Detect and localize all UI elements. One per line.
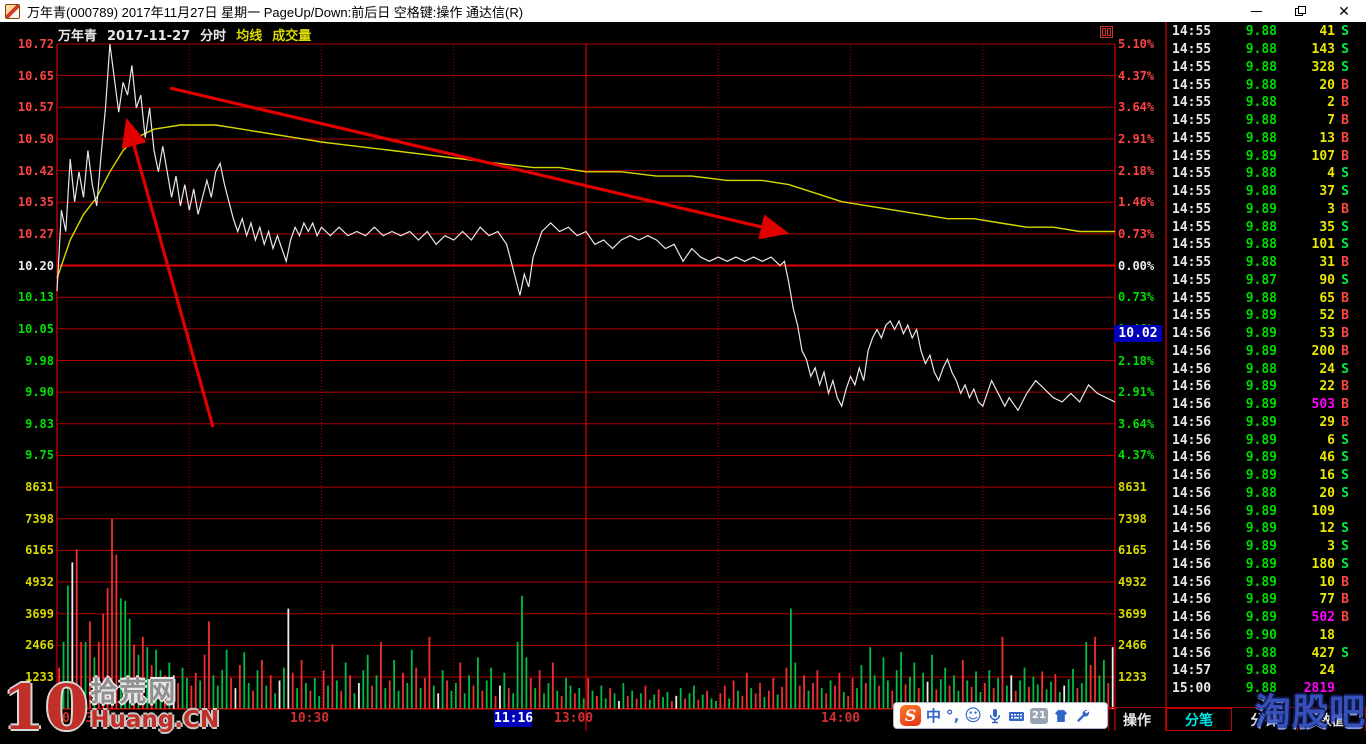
stock-name: 万年青 xyxy=(58,29,97,44)
skin-icon[interactable] xyxy=(1053,708,1069,724)
tab-minute[interactable]: 分钟 xyxy=(1232,708,1298,731)
microphone-icon[interactable] xyxy=(987,708,1003,724)
tab-value[interactable]: 数值 xyxy=(1298,708,1366,731)
keyboard-icon[interactable] xyxy=(1008,708,1025,724)
chinese-mode-icon[interactable]: 中 xyxy=(926,705,941,726)
chart-date: 2017-11-27 xyxy=(107,29,190,44)
volume-legend[interactable]: 成交量 xyxy=(272,29,311,44)
operate-button[interactable]: 操作 xyxy=(1108,708,1166,731)
punctuation-icon[interactable]: °‚ xyxy=(946,707,959,725)
panel-toggle-icon[interactable] xyxy=(1100,26,1113,38)
bottom-tab-strip: 操作 分笔 分钟 数值 xyxy=(1108,707,1366,731)
chart-header: 万年青 2017-11-27 分时均线成交量 xyxy=(58,25,321,44)
number-21-icon[interactable]: 21 xyxy=(1030,708,1048,724)
emoji-icon[interactable]: ☺ xyxy=(964,706,982,726)
tab-tick[interactable]: 分笔 xyxy=(1166,708,1232,731)
crosshair-time-badge: 11:16 xyxy=(494,710,532,727)
crosshair-price-badge: 10.02 xyxy=(1114,325,1162,342)
wrench-icon[interactable] xyxy=(1074,708,1090,724)
ime-toolbar: S 中 °‚ ☺ 21 xyxy=(893,702,1108,729)
sogou-logo[interactable]: S xyxy=(900,705,921,726)
ma-legend[interactable]: 均线 xyxy=(236,29,262,44)
chart-mode-label: 分时 xyxy=(200,29,226,44)
